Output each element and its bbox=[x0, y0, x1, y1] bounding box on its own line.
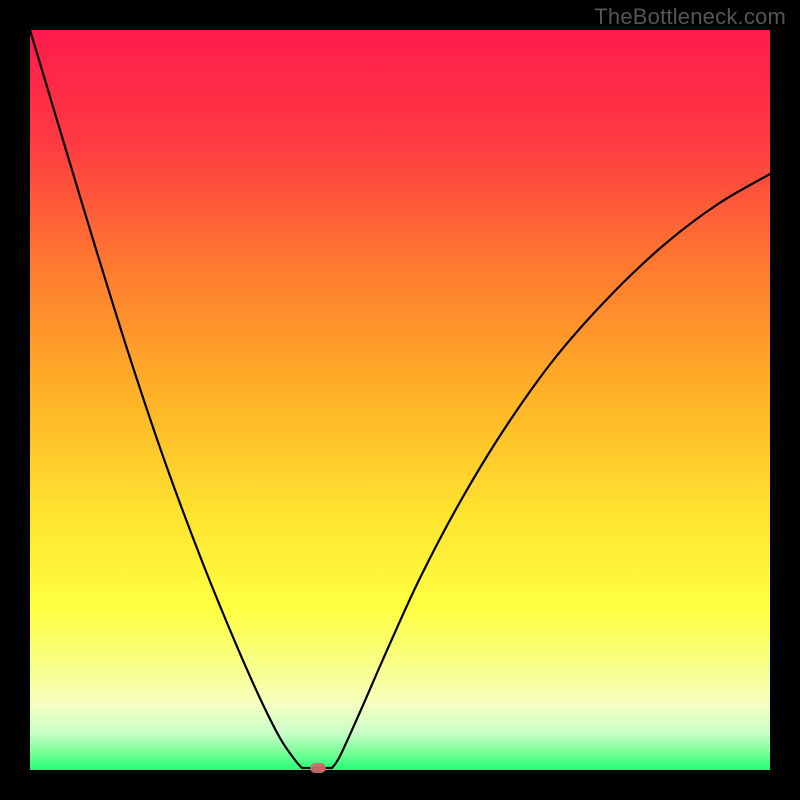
bottleneck-marker bbox=[310, 763, 326, 773]
watermark-text: TheBottleneck.com bbox=[594, 4, 786, 30]
chart-svg bbox=[0, 0, 800, 800]
gradient-background bbox=[30, 30, 770, 770]
stage: TheBottleneck.com bbox=[0, 0, 800, 800]
